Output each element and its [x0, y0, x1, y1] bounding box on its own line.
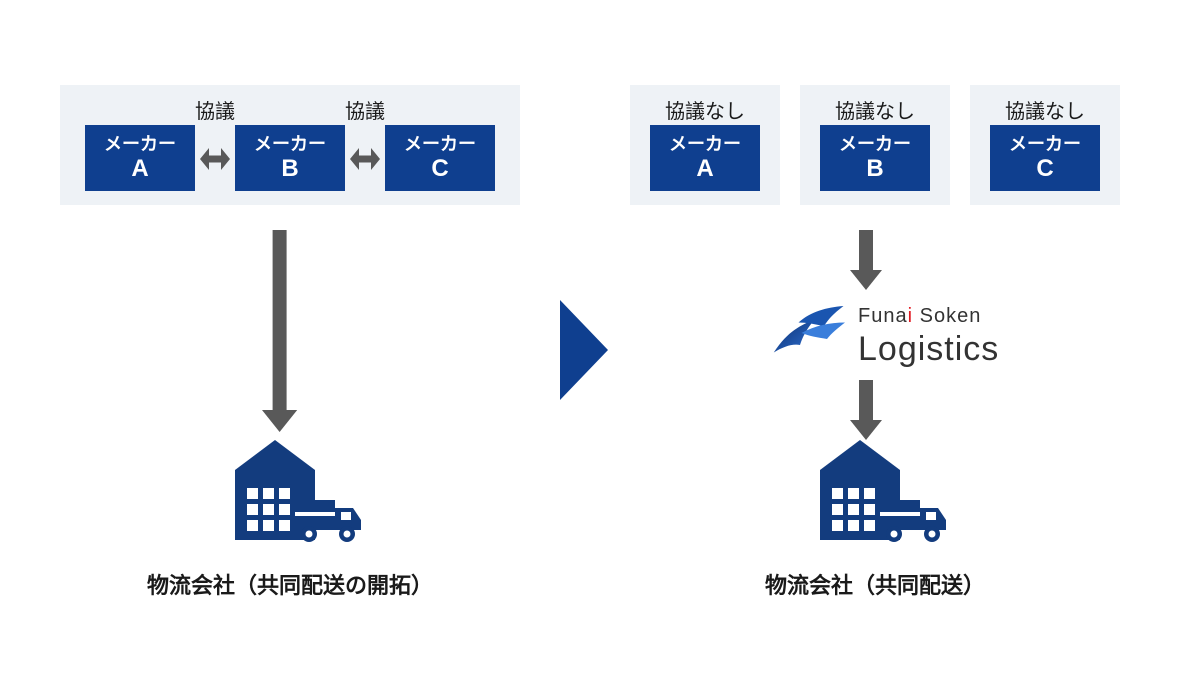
maker-label: メーカー — [404, 134, 476, 155]
down-arrow-icon — [850, 380, 882, 440]
maker-letter: B — [281, 155, 298, 183]
maker-label: メーカー — [254, 134, 326, 155]
maker-letter: C — [1036, 155, 1053, 183]
maker-c-right: メーカー C — [990, 125, 1100, 191]
right-header-a: 協議なし — [665, 95, 745, 124]
funai-logo-lower: Logistics — [858, 330, 999, 369]
left-bottom-label: 物流会社（共同配送の開拓） — [147, 568, 433, 600]
warehouse-icon — [235, 440, 365, 550]
down-arrow-icon — [850, 230, 882, 290]
right-header-c: 協議なし — [1005, 95, 1085, 124]
maker-b-right: メーカー B — [820, 125, 930, 191]
diagram-canvas: 協議 協議 メーカー A メーカー B メーカー C 物流会社（共同配送の開拓）… — [0, 0, 1200, 680]
double-arrow-icon — [350, 148, 380, 170]
double-arrow-icon — [200, 148, 230, 170]
maker-label: メーカー — [104, 134, 176, 155]
maker-b-left: メーカー B — [235, 125, 345, 191]
maker-letter: B — [866, 155, 883, 183]
down-arrow-icon — [262, 230, 297, 432]
funai-logo-upper: Funai Soken — [858, 305, 981, 328]
warehouse-icon — [820, 440, 950, 550]
funai-logo-mark-icon — [770, 300, 845, 360]
right-header-b: 協議なし — [835, 95, 915, 124]
right-bottom-label: 物流会社（共同配送） — [765, 568, 985, 600]
maker-label: メーカー — [839, 134, 911, 155]
maker-letter: A — [131, 155, 148, 183]
maker-letter: A — [696, 155, 713, 183]
maker-a-left: メーカー A — [85, 125, 195, 191]
maker-c-left: メーカー C — [385, 125, 495, 191]
left-header-2: 協議 — [345, 95, 385, 124]
big-transition-arrow-icon — [560, 300, 608, 400]
maker-a-right: メーカー A — [650, 125, 760, 191]
maker-letter: C — [431, 155, 448, 183]
maker-label: メーカー — [669, 134, 741, 155]
left-header-1: 協議 — [195, 95, 235, 124]
maker-label: メーカー — [1009, 134, 1081, 155]
logo-text-before-i: Funa — [858, 305, 908, 327]
logo-text-after-i: Soken — [913, 305, 981, 327]
